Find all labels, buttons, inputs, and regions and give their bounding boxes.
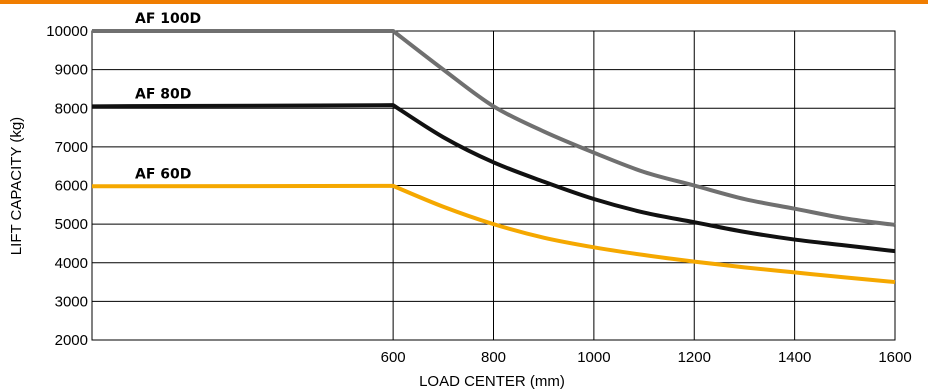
y-tick-label: 2000 <box>55 332 88 349</box>
y-tick-label: 8000 <box>55 100 88 117</box>
series-layer <box>91 29 896 285</box>
series-line-af-60d <box>91 183 896 285</box>
y-axis-title: LIFT CAPACITY (kg) <box>8 117 25 255</box>
y-tick-label: 10000 <box>46 23 88 40</box>
y-tick-label: 3000 <box>55 293 88 310</box>
y-tick-label: 9000 <box>55 62 88 79</box>
x-tick-label: 600 <box>381 349 406 366</box>
y-tick-label: 6000 <box>55 178 88 195</box>
tick-label-layer: 2000 3000 4000 5000 6000 7000 8000 9000 10000 600… <box>46 23 911 366</box>
y-tick-label: 7000 <box>55 139 88 156</box>
series-label-layer: AF 100D AF 80D AF 60D <box>135 11 201 182</box>
y-tick-label: 4000 <box>55 255 88 272</box>
series-label-af-80d: AF 80D <box>135 86 191 102</box>
x-tick-label: 800 <box>481 349 506 366</box>
x-axis-title: LOAD CENTER (mm) <box>419 373 565 390</box>
x-tick-label: 1200 <box>678 349 711 366</box>
x-tick-label: 1000 <box>577 349 610 366</box>
series-line-af-100d <box>92 29 896 227</box>
series-label-af-60d: AF 60D <box>135 166 191 182</box>
series-line-af-80d <box>91 103 896 254</box>
top-accent-bar <box>0 0 928 4</box>
x-tick-label: 1600 <box>878 349 911 366</box>
x-tick-label: 1400 <box>778 349 811 366</box>
series-label-af-100d: AF 100D <box>135 11 201 27</box>
y-tick-label: 5000 <box>55 216 88 233</box>
